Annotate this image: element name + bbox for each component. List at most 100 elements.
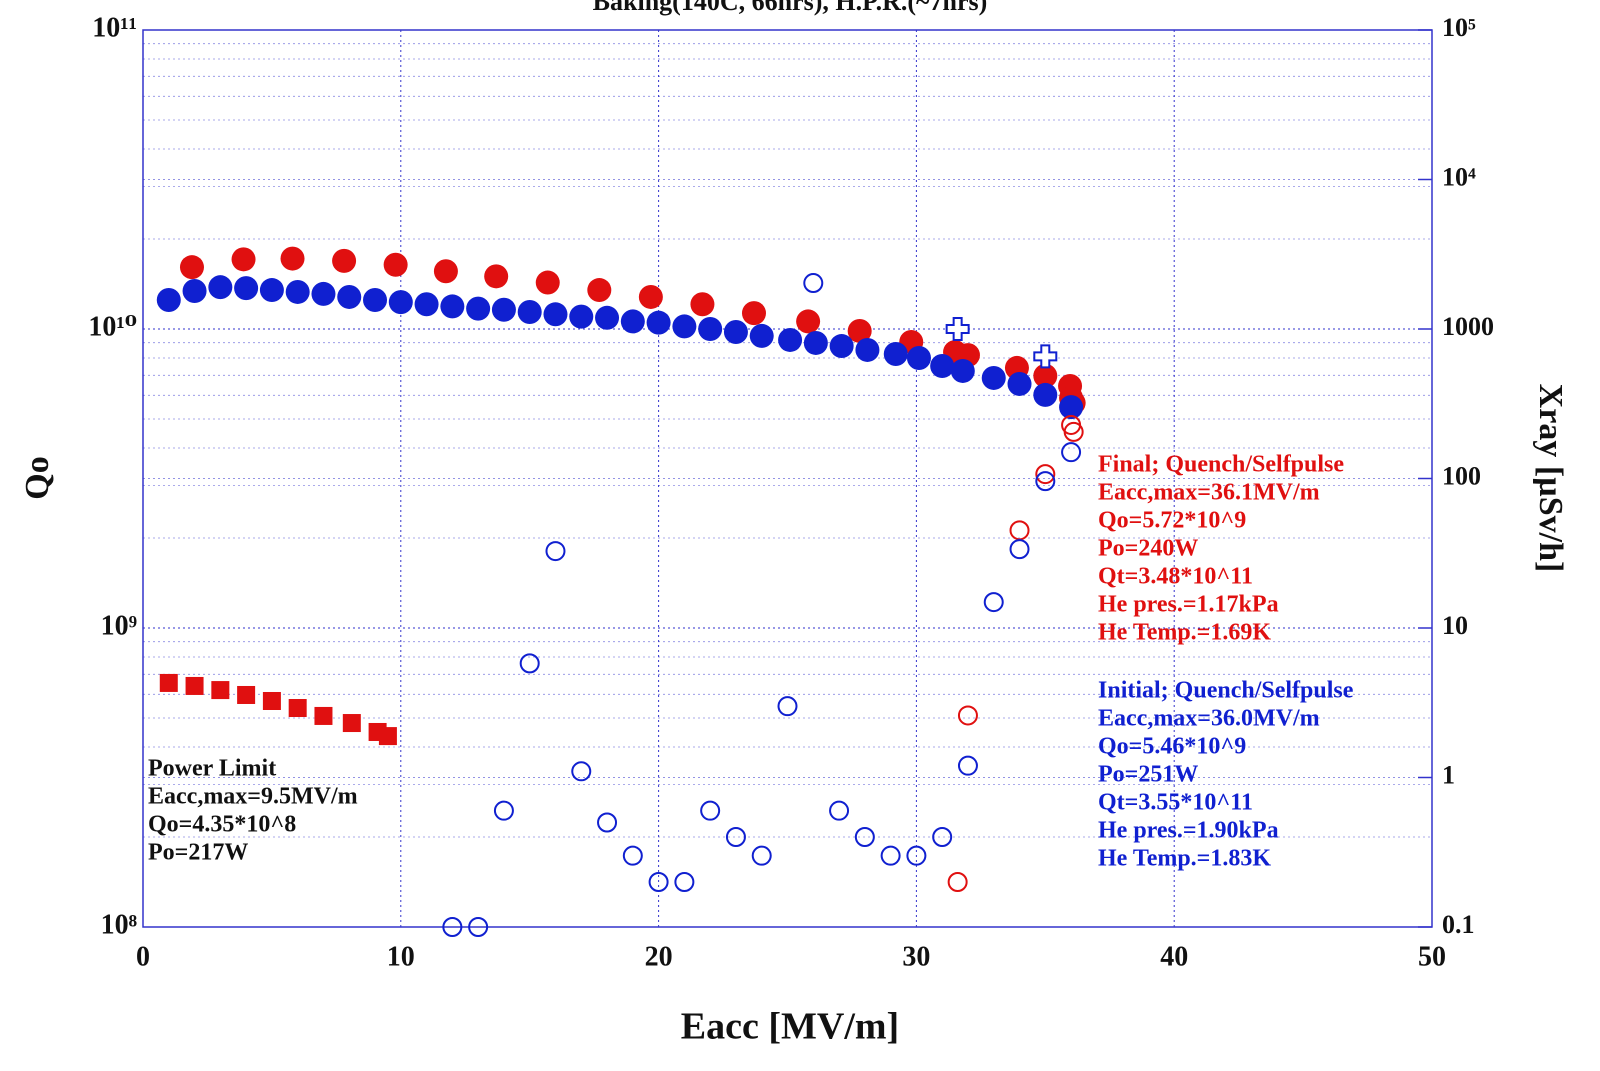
data-point: [1059, 395, 1084, 420]
data-point: [1033, 344, 1058, 369]
data-point: [932, 826, 953, 847]
data-point: [182, 278, 207, 303]
data-point: [543, 302, 568, 327]
data-point: [179, 255, 204, 280]
x-tick-label: 0: [136, 941, 150, 972]
annotation-line: Qt=3.55*10^11: [1098, 790, 1253, 816]
data-point: [440, 294, 465, 319]
data-point: [231, 247, 256, 272]
data-point: [285, 279, 310, 304]
y-axis-label: Qo: [19, 456, 56, 499]
data-point: [378, 727, 397, 746]
annotation-line: Eacc,max=36.0MV/m: [1098, 706, 1320, 732]
data-point: [519, 653, 540, 674]
x-tick-label: 50: [1418, 941, 1446, 972]
annotation-line: He pres.=1.17kPa: [1098, 592, 1279, 618]
data-point: [1009, 520, 1030, 541]
y2-tick-label: 10⁴: [1442, 162, 1476, 191]
data-point: [700, 800, 721, 821]
data-point: [847, 318, 872, 343]
annotation-line: Po=251W: [1098, 762, 1198, 788]
y2-tick-label: 10⁵: [1442, 13, 1476, 42]
y2-tick-label: 100: [1442, 461, 1481, 490]
y2-tick-label: 1: [1442, 760, 1455, 789]
data-point: [620, 309, 645, 334]
data-point: [855, 337, 880, 362]
data-point: [646, 310, 671, 335]
data-point: [208, 275, 233, 300]
data-point: [484, 264, 509, 289]
data-point: [237, 685, 256, 704]
x-tick-label: 30: [902, 941, 930, 972]
data-point: [493, 800, 514, 821]
data-point: [698, 317, 723, 341]
data-point: [517, 299, 542, 324]
data-point: [777, 696, 798, 717]
data-point: [690, 292, 715, 317]
data-point: [1035, 464, 1056, 485]
x-tick-label: 40: [1160, 941, 1188, 972]
data-point: [648, 871, 669, 892]
data-point: [466, 296, 491, 321]
annotation-line: Eacc,max=9.5MV/m: [148, 784, 358, 810]
data-point: [796, 309, 821, 334]
data-point: [545, 541, 566, 562]
annotation-line: He Temp.=1.83K: [1098, 846, 1271, 872]
data-point: [259, 278, 284, 303]
data-point: [803, 330, 828, 355]
data-point: [1035, 471, 1056, 492]
data-point: [622, 845, 643, 866]
data-point: [957, 705, 978, 726]
data-point: [981, 365, 1006, 390]
data-point: [468, 917, 489, 937]
data-point: [280, 246, 305, 271]
data-point: [829, 334, 854, 359]
data-point: [311, 281, 336, 306]
data-point: [672, 314, 697, 339]
data-point: [883, 341, 908, 366]
y2-tick-label: 10: [1442, 611, 1468, 640]
data-point: [597, 812, 618, 833]
data-point: [1061, 442, 1082, 463]
y2-axis-label: Xray [µSv/h]: [1532, 384, 1569, 573]
x-axis-label: Eacc [MV/m]: [681, 1006, 899, 1048]
y-tick-label: 10⁹: [101, 610, 137, 641]
data-point: [1007, 371, 1032, 396]
annotation-line: He pres.=1.90kPa: [1098, 818, 1279, 844]
data-point: [569, 304, 594, 329]
data-point: [1063, 421, 1084, 442]
data-point: [1033, 363, 1058, 388]
x-tick-label: 10: [387, 941, 415, 972]
annotation-line: Qt=3.48*10^11: [1098, 564, 1253, 590]
data-point: [262, 691, 281, 710]
data-point: [491, 297, 516, 322]
data-point: [950, 358, 975, 383]
annotation-line: Initial; Quench/Selfpulse: [1098, 678, 1354, 704]
data-point: [383, 252, 408, 277]
data-point: [314, 706, 333, 725]
data-point: [906, 845, 927, 866]
data-point: [880, 845, 901, 866]
annotation-line: Eacc,max=36.1MV/m: [1098, 480, 1320, 506]
data-point: [587, 278, 612, 303]
y2-tick-label: 0.1: [1442, 910, 1475, 939]
annotation-line: He Temp.=1.69K: [1098, 620, 1271, 646]
annotation-line: Qo=5.46*10^9: [1098, 734, 1246, 760]
data-point: [723, 320, 748, 345]
data-point: [854, 826, 875, 847]
data-point: [778, 327, 803, 352]
data-point: [388, 290, 413, 315]
data-point: [983, 592, 1004, 613]
data-point: [725, 826, 746, 847]
annotation-line: Po=240W: [1098, 536, 1198, 562]
data-point: [433, 259, 458, 284]
data-point: [159, 673, 178, 692]
annotation-line: Qo=5.72*10^9: [1098, 508, 1246, 534]
data-point: [945, 317, 970, 341]
data-point: [751, 845, 772, 866]
data-point: [156, 288, 181, 313]
data-point: [414, 292, 439, 317]
plot-frame: [142, 29, 1433, 928]
data-point: [638, 284, 663, 309]
